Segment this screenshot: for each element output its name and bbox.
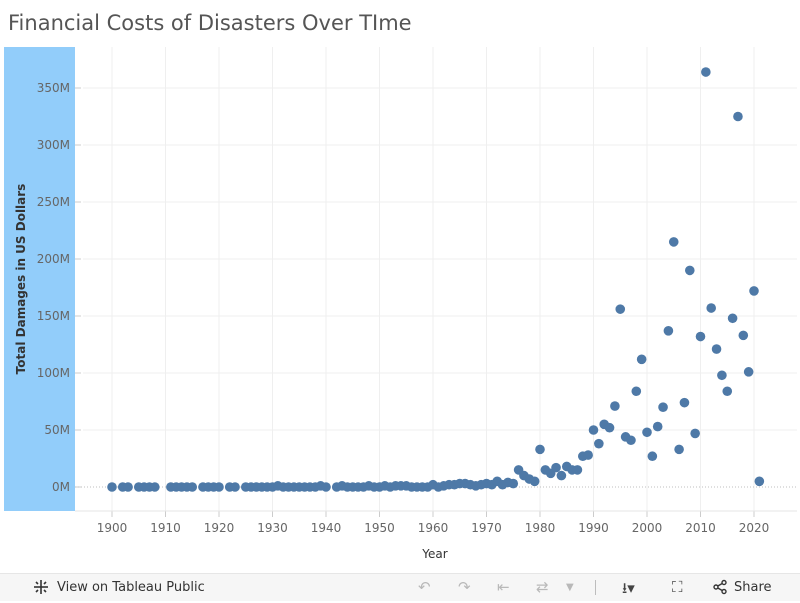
y-tick-label: 250M	[37, 195, 70, 209]
x-tick-label: 1910	[150, 521, 181, 535]
redo-icon[interactable]: ↷	[458, 578, 471, 596]
fullscreen-icon[interactable]: ⛶	[672, 578, 683, 596]
y-axis-band	[4, 47, 75, 511]
data-point[interactable]	[743, 367, 754, 377]
view-on-tableau-label: View on Tableau Public	[57, 579, 205, 595]
data-point[interactable]	[508, 478, 519, 489]
x-tick-label: 2020	[739, 521, 770, 535]
tableau-logo-icon	[34, 580, 48, 594]
grid	[75, 47, 797, 511]
data-point[interactable]	[572, 465, 583, 475]
data-point[interactable]	[214, 482, 224, 492]
toolbar-footer: View on Tableau Public ↶ ↷ ⇤ ⇄ ▼ ⭳▾ ⛶ Sh…	[0, 573, 800, 601]
data-point[interactable]	[187, 482, 198, 492]
y-tick-label: 100M	[37, 366, 70, 380]
x-axis-ticks: 1900 1910 1920 1930 1940 1950 1960 1970 1980 1990…	[97, 511, 770, 535]
y-axis-ticks: 0M 50M 100M 150M 200M 250M 300M 350M	[37, 81, 70, 494]
data-point[interactable]	[701, 67, 711, 77]
data-point[interactable]	[107, 482, 117, 492]
data-point[interactable]	[556, 470, 567, 481]
x-tick-label: 1960	[418, 521, 449, 535]
refresh-dropdown-icon[interactable]: ▼	[566, 582, 574, 593]
data-point[interactable]	[626, 435, 636, 446]
x-tick-label: 2010	[685, 521, 716, 535]
data-point[interactable]	[642, 427, 652, 438]
data-point[interactable]	[604, 422, 615, 433]
y-tick-label: 150M	[37, 309, 70, 323]
x-axis-label: Year	[421, 547, 447, 561]
data-point[interactable]	[636, 354, 647, 365]
data-point[interactable]	[706, 303, 716, 313]
x-tick-label: 1980	[525, 521, 556, 535]
y-tick-label: 0M	[52, 480, 70, 494]
y-tick-label: 300M	[37, 138, 70, 152]
x-tick-label: 2000	[632, 521, 663, 535]
data-point[interactable]	[652, 421, 663, 432]
x-tick-label: 1930	[257, 521, 288, 535]
data-point[interactable]	[668, 237, 679, 247]
data-point[interactable]	[631, 386, 642, 397]
x-tick-label: 1950	[364, 521, 395, 535]
data-point[interactable]	[690, 428, 700, 439]
data-point[interactable]	[658, 402, 668, 413]
x-tick-label: 1900	[97, 521, 128, 535]
data-point[interactable]	[615, 304, 626, 314]
data-point[interactable]	[588, 425, 599, 435]
data-point[interactable]	[711, 344, 722, 354]
data-point[interactable]	[695, 331, 706, 342]
chart-title: Financial Costs of Disasters Over TIme	[8, 11, 412, 35]
data-point[interactable]	[321, 482, 331, 492]
x-tick-label: 1920	[204, 521, 235, 535]
view-on-tableau-link[interactable]: View on Tableau Public	[33, 579, 205, 595]
x-tick-label: 1970	[471, 521, 502, 535]
download-icon[interactable]: ⭳▾	[622, 579, 635, 597]
refresh-icon[interactable]: ⇄	[536, 578, 549, 596]
data-point[interactable]	[749, 286, 759, 296]
data-point[interactable]	[529, 476, 540, 487]
data-point[interactable]	[679, 397, 690, 408]
data-point[interactable]	[123, 482, 133, 492]
data-point[interactable]	[150, 482, 160, 492]
y-tick-label: 200M	[37, 252, 70, 266]
data-point[interactable]	[722, 386, 733, 397]
data-point[interactable]	[727, 313, 738, 324]
y-axis-label: Total Damages in US Dollars	[14, 184, 28, 375]
y-tick-label: 350M	[37, 81, 70, 95]
data-point[interactable]	[647, 451, 658, 462]
data-point[interactable]	[733, 111, 743, 122]
data-point[interactable]	[663, 326, 674, 336]
data-point[interactable]	[685, 265, 695, 276]
data-point[interactable]	[583, 450, 593, 460]
data-point[interactable]	[230, 482, 240, 492]
data-point[interactable]	[717, 370, 727, 381]
share-icon	[713, 579, 727, 595]
revert-icon[interactable]: ⇤	[497, 578, 510, 596]
data-point[interactable]	[738, 330, 749, 341]
data-point[interactable]	[551, 462, 561, 473]
undo-icon[interactable]: ↶	[418, 578, 431, 596]
x-tick-label: 1990	[578, 521, 609, 535]
data-point[interactable]	[674, 444, 684, 455]
data-point[interactable]	[535, 444, 545, 455]
data-point[interactable]	[594, 438, 604, 449]
data-point[interactable]	[610, 401, 620, 411]
x-tick-label: 1940	[311, 521, 342, 535]
y-tick-label: 50M	[44, 423, 70, 437]
share-button[interactable]: Share	[712, 579, 772, 595]
data-point[interactable]	[754, 476, 765, 487]
toolbar-divider	[595, 580, 596, 595]
data-points[interactable]	[107, 67, 765, 492]
share-label: Share	[734, 579, 772, 595]
